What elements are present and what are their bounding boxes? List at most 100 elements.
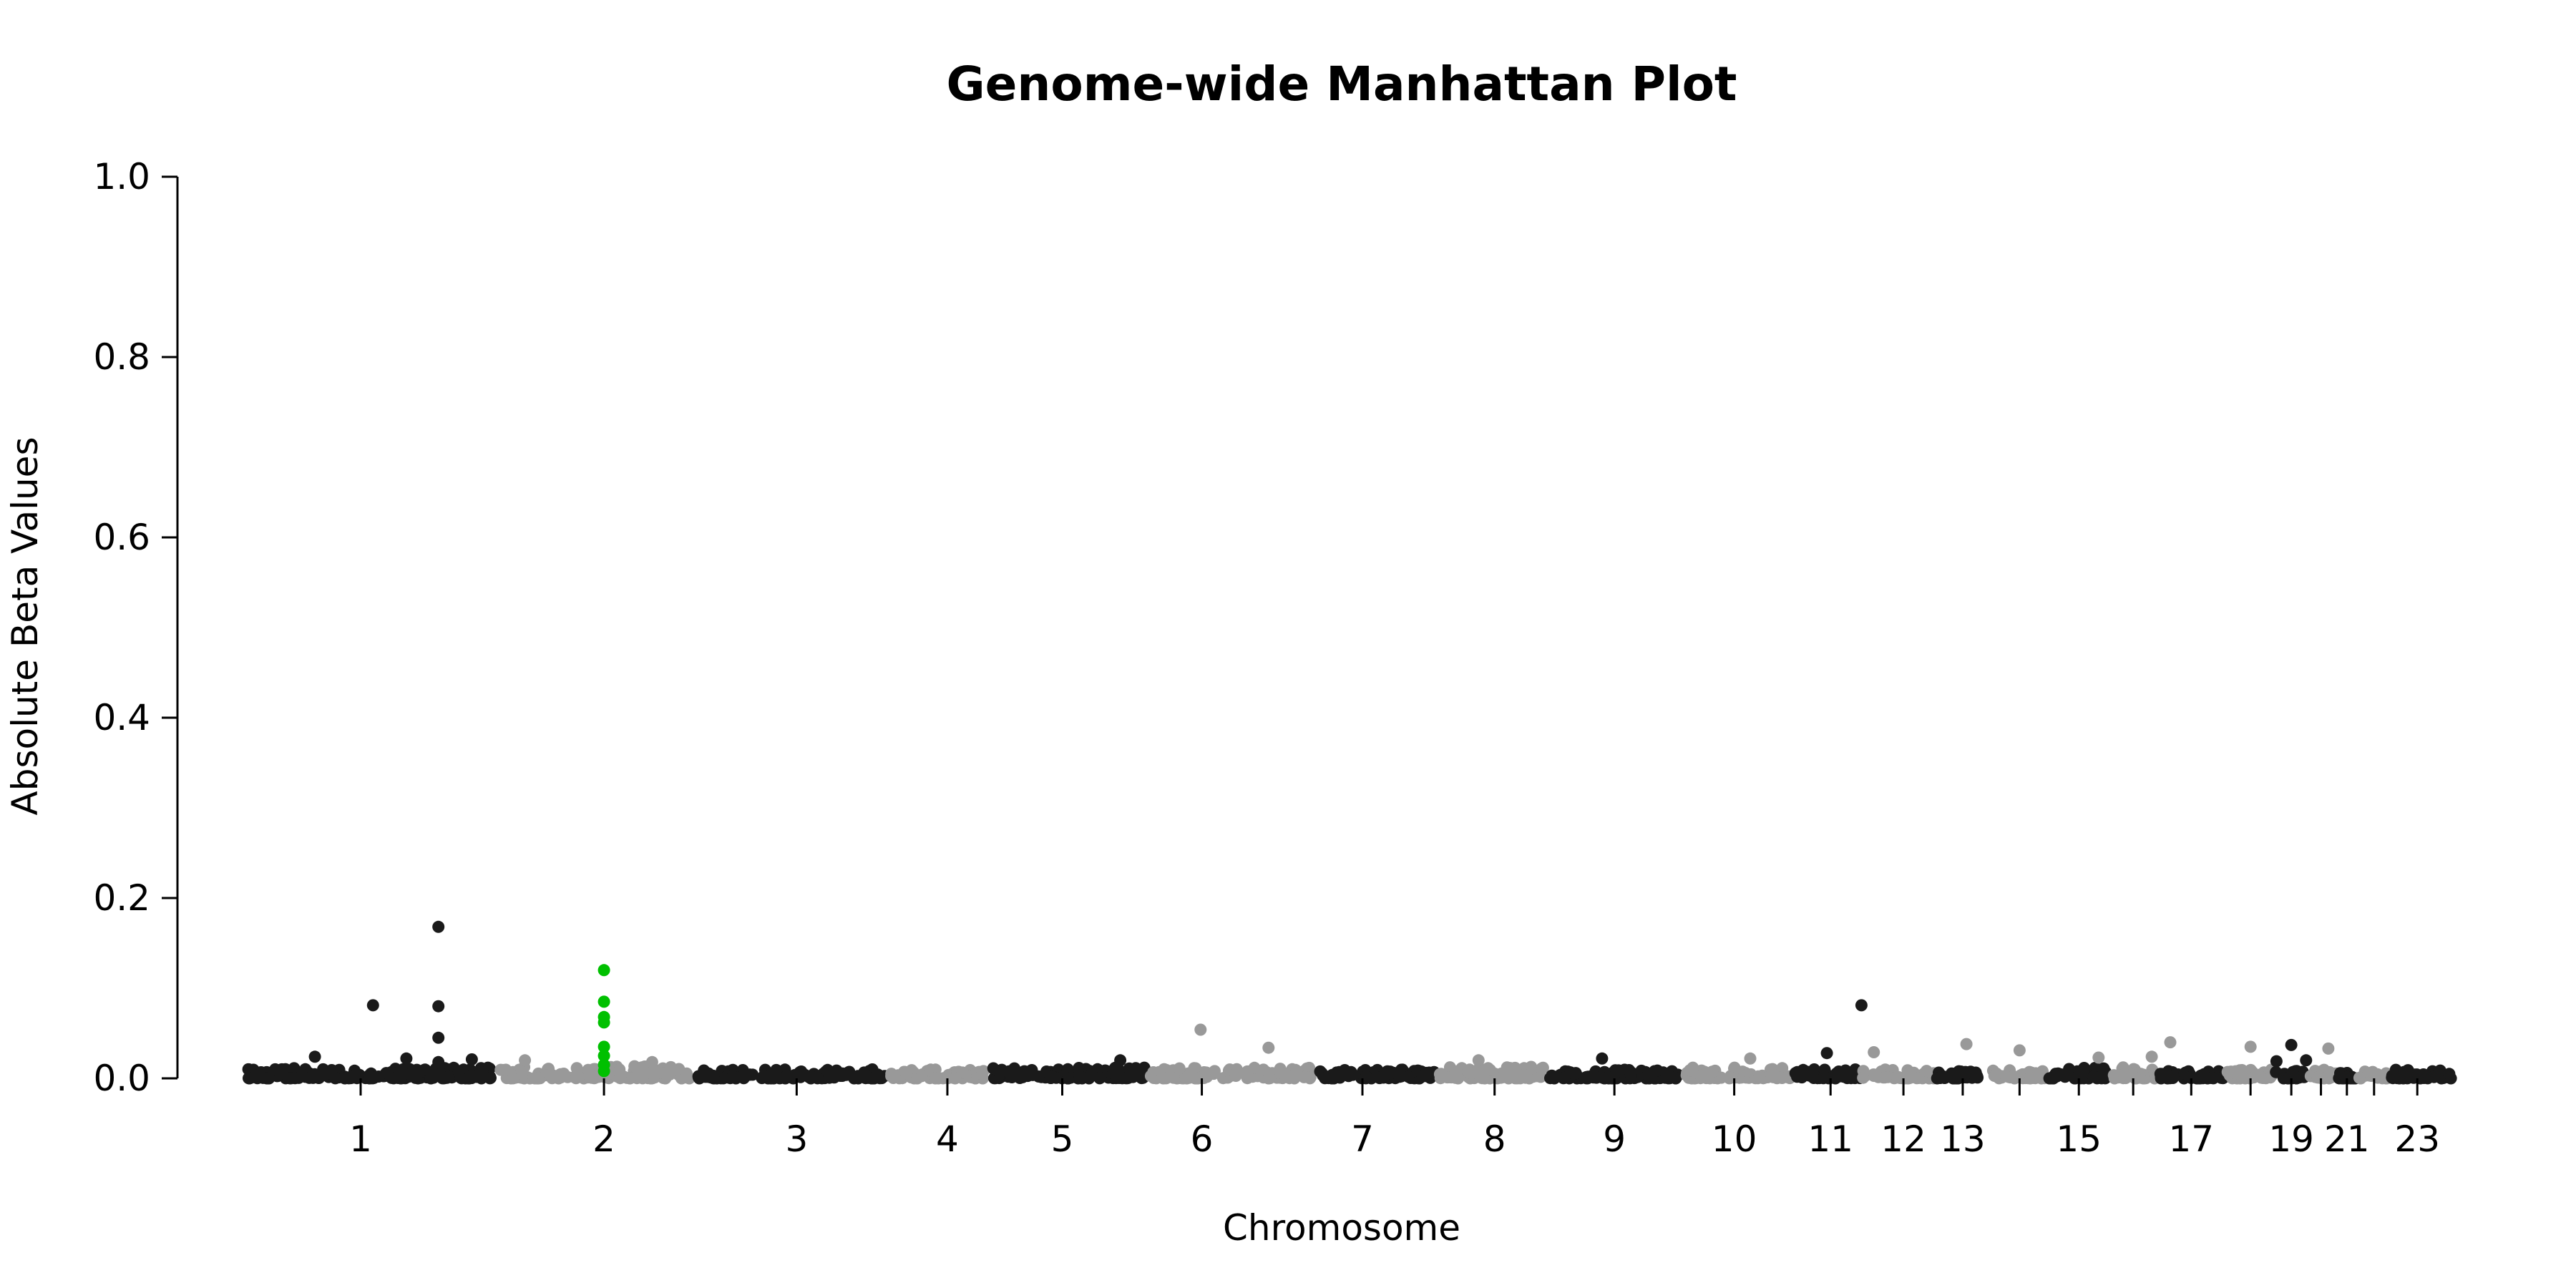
data-point bbox=[1648, 1065, 1661, 1078]
data-point bbox=[597, 1050, 610, 1062]
data-point bbox=[770, 1063, 783, 1076]
data-point bbox=[452, 1065, 465, 1078]
y-tick-label: 0.4 bbox=[93, 697, 150, 738]
data-point bbox=[859, 1069, 872, 1081]
data-point bbox=[285, 1072, 298, 1085]
data-point bbox=[1472, 1054, 1485, 1067]
data-point bbox=[1947, 1072, 1959, 1085]
data-point bbox=[582, 1063, 595, 1076]
data-point bbox=[432, 1031, 445, 1044]
data-point bbox=[875, 1072, 888, 1085]
x-tick-label: 21 bbox=[2324, 1118, 2370, 1160]
data-point bbox=[804, 1072, 817, 1085]
data-point bbox=[2244, 1040, 2257, 1053]
data-point bbox=[1093, 1071, 1106, 1084]
x-tick-label: 2 bbox=[592, 1118, 615, 1160]
data-point bbox=[2201, 1072, 2214, 1085]
data-point bbox=[1248, 1061, 1261, 1074]
data-point bbox=[432, 1055, 445, 1068]
data-point bbox=[363, 1070, 376, 1083]
y-tick-label: 0.0 bbox=[93, 1058, 150, 1099]
data-point bbox=[929, 1072, 942, 1085]
data-point bbox=[680, 1070, 693, 1082]
data-point bbox=[1773, 1071, 1785, 1084]
x-tick-label: 15 bbox=[2056, 1118, 2102, 1160]
data-point bbox=[1989, 1070, 2001, 1083]
data-point bbox=[2107, 1069, 2120, 1082]
data-point bbox=[1144, 1070, 1157, 1083]
x-tick-label: 3 bbox=[785, 1118, 808, 1160]
x-axis: 1 2 3 4 5 6 7 8 9 10 11 12 13 15 17 19 21 23 bbox=[349, 1078, 2440, 1160]
data-point bbox=[1484, 1063, 1496, 1076]
data-point bbox=[2367, 1067, 2380, 1080]
data-point bbox=[2134, 1071, 2147, 1084]
data-point bbox=[1744, 1052, 1757, 1065]
data-point bbox=[1194, 1023, 1207, 1036]
data-point bbox=[2413, 1070, 2426, 1083]
data-point bbox=[2228, 1067, 2241, 1080]
data-point bbox=[2013, 1044, 2026, 1057]
data-point bbox=[2250, 1069, 2263, 1082]
data-point bbox=[1450, 1065, 1463, 1078]
data-point bbox=[1868, 1046, 1880, 1058]
data-point bbox=[2025, 1066, 2038, 1079]
data-point bbox=[1509, 1072, 1522, 1085]
data-point bbox=[1791, 1065, 1804, 1078]
x-tick-label: 8 bbox=[1483, 1118, 1506, 1160]
data-point bbox=[1342, 1070, 1355, 1083]
data-point bbox=[1936, 1070, 1949, 1083]
data-point bbox=[597, 1016, 610, 1029]
data-point bbox=[424, 1072, 437, 1085]
data-point bbox=[614, 1072, 627, 1085]
data-points bbox=[242, 920, 2457, 1085]
data-point bbox=[597, 1065, 610, 1078]
data-point bbox=[1598, 1072, 1611, 1085]
data-point bbox=[2315, 1072, 2328, 1085]
data-point bbox=[1824, 1072, 1837, 1085]
data-point bbox=[1046, 1070, 1059, 1083]
data-point bbox=[1495, 1071, 1507, 1084]
data-point bbox=[1005, 1071, 1018, 1083]
data-point bbox=[1662, 1068, 1674, 1080]
data-point bbox=[975, 1068, 988, 1080]
data-point bbox=[900, 1068, 913, 1080]
data-point bbox=[1503, 1062, 1516, 1075]
data-point bbox=[465, 1053, 478, 1065]
x-tick-label: 11 bbox=[1807, 1118, 1853, 1160]
data-point bbox=[529, 1072, 541, 1085]
data-point bbox=[1569, 1067, 1582, 1080]
data-point bbox=[549, 1070, 562, 1083]
data-point bbox=[1961, 1067, 1974, 1080]
data-point bbox=[308, 1050, 321, 1063]
x-tick-label: 7 bbox=[1351, 1118, 1374, 1160]
data-point bbox=[653, 1066, 665, 1079]
data-point bbox=[338, 1072, 351, 1085]
data-point bbox=[1018, 1065, 1030, 1078]
data-point bbox=[366, 999, 379, 1012]
data-point bbox=[1107, 1067, 1119, 1080]
data-point bbox=[2008, 1072, 2021, 1085]
data-point bbox=[243, 1072, 255, 1085]
data-point bbox=[788, 1069, 801, 1082]
data-point bbox=[2393, 1072, 2406, 1085]
y-axis-label: Absolute Beta Values bbox=[4, 437, 46, 816]
data-point bbox=[1536, 1061, 1549, 1074]
data-point bbox=[597, 995, 610, 1008]
data-point bbox=[348, 1070, 361, 1083]
data-point bbox=[1173, 1062, 1186, 1075]
data-point bbox=[726, 1070, 739, 1083]
data-point bbox=[1032, 1070, 1045, 1083]
y-tick-label: 0.2 bbox=[93, 877, 150, 919]
data-point bbox=[1319, 1072, 1332, 1085]
data-point bbox=[1753, 1070, 1766, 1083]
data-point bbox=[1061, 1072, 1074, 1085]
data-point bbox=[1820, 1047, 1833, 1060]
data-point bbox=[2434, 1064, 2446, 1077]
x-tick-label: 4 bbox=[936, 1118, 959, 1160]
data-point bbox=[303, 1071, 316, 1084]
y-tick-label: 0.6 bbox=[93, 517, 150, 558]
data-point bbox=[915, 1070, 928, 1083]
y-axis: 0.0 0.2 0.4 0.6 0.8 1.0 bbox=[93, 156, 177, 1099]
data-point bbox=[1114, 1054, 1127, 1067]
